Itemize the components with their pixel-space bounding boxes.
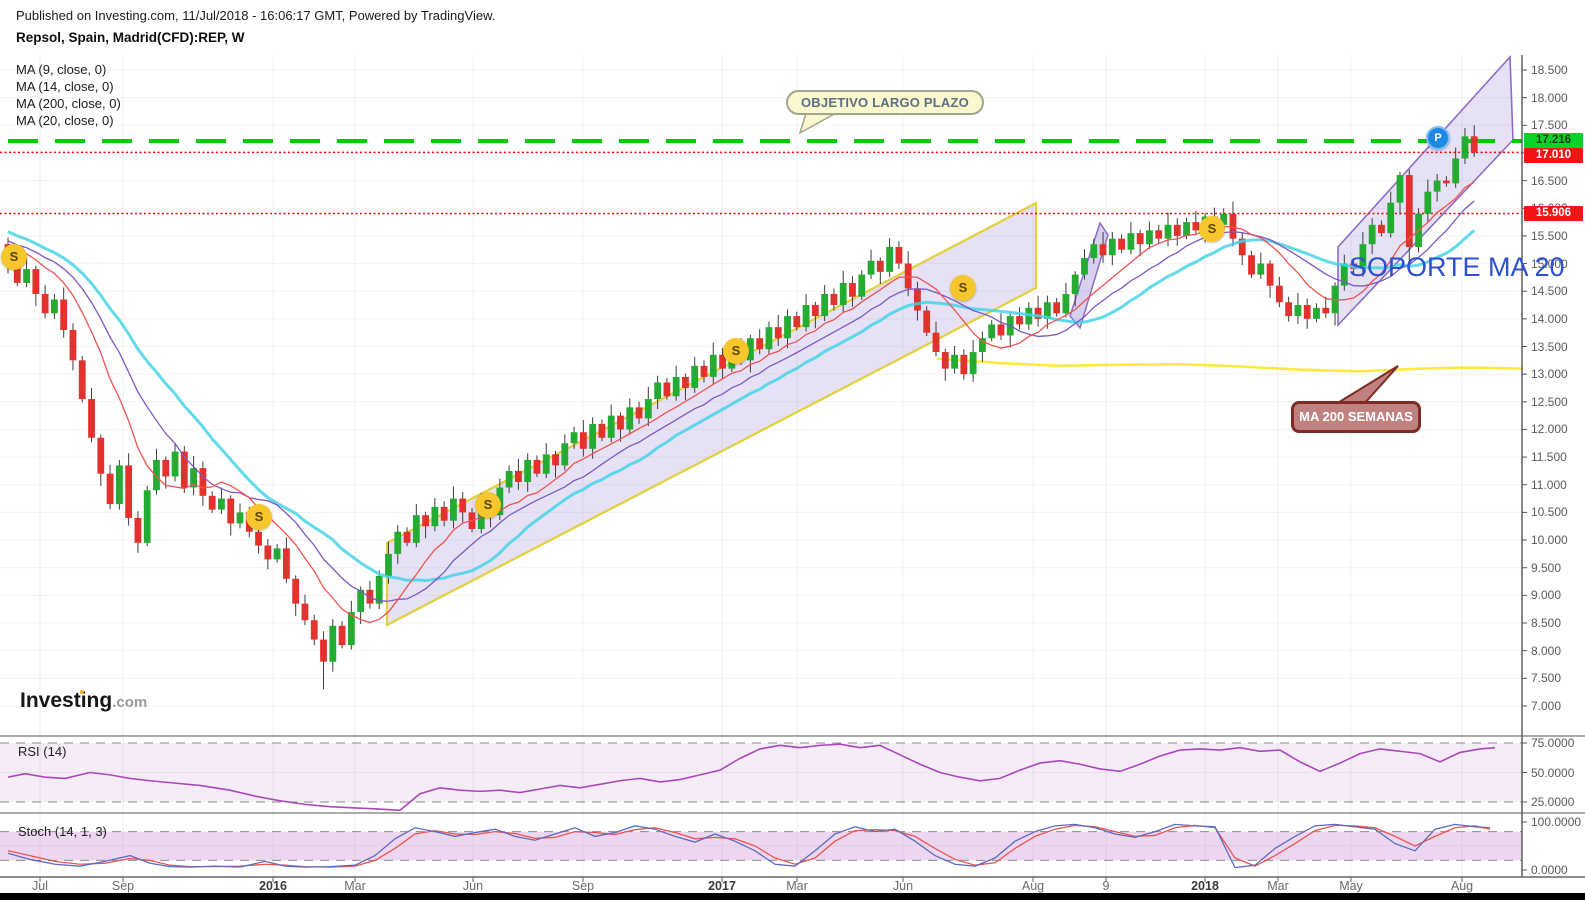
time-tick-label: Sep — [111, 879, 135, 893]
time-tick-label: 2018 — [1191, 879, 1219, 893]
time-tick-label: Jun — [892, 879, 914, 893]
objetivo-callout: OBJETIVO LARGO PLAZO — [786, 90, 984, 115]
stoch-tick-label: 100.0000 — [1531, 815, 1582, 829]
price-tick-label: 9.500 — [1531, 560, 1562, 575]
time-tick-label: Sep — [571, 879, 595, 893]
price-tick-label: 8.000 — [1531, 643, 1562, 658]
time-tick-label: 9 — [1102, 879, 1110, 893]
ma-legend-item: MA (200, close, 0) — [16, 96, 121, 111]
marker-s: S — [723, 337, 749, 364]
price-tick-label: 18.000 — [1531, 90, 1568, 105]
price-tick-label: 7.000 — [1531, 698, 1562, 713]
price-badge: 17.010 — [1524, 148, 1583, 164]
marker-s: S — [246, 503, 272, 530]
price-tick-label: 15.000 — [1531, 256, 1568, 271]
stoch-panel-label: Stoch (14, 1, 3) — [18, 824, 107, 839]
time-tick-label: May — [1339, 879, 1363, 893]
rsi-tick-label: 25.0000 — [1531, 795, 1575, 809]
published-line: Published on Investing.com, 11/Jul/2018 … — [16, 8, 496, 23]
symbol-title: Repsol, Spain, Madrid(CFD):REP, W — [16, 30, 245, 45]
brand-orange-dot-icon — [80, 690, 84, 694]
marker-s: S — [1, 243, 27, 270]
bottom-bar — [0, 893, 1585, 900]
time-tick-label: 2016 — [259, 879, 287, 893]
time-tick-label: Mar — [1267, 879, 1289, 893]
price-tick-label: 13.000 — [1531, 367, 1568, 382]
marker-s: S — [950, 275, 976, 302]
price-badge: 17.216 — [1524, 133, 1583, 148]
investing-watermark: Investing.com — [20, 689, 147, 713]
price-tick-label: 8.500 — [1531, 616, 1562, 630]
price-tick-label: 11.000 — [1531, 477, 1567, 492]
price-tick-label: 14.500 — [1531, 284, 1568, 299]
marker-p: P — [1426, 126, 1450, 151]
price-tick-label: 9.000 — [1531, 588, 1562, 603]
price-tick-label: 10.500 — [1531, 505, 1568, 520]
price-tick-label: 14.000 — [1531, 311, 1568, 326]
soporte-label: SOPORTE MA 20 — [1349, 252, 1565, 282]
stoch-tick-label: 0.0000 — [1531, 863, 1568, 877]
ma-legend-item: MA (20, close, 0) — [16, 113, 114, 128]
price-tick-label: 15.500 — [1531, 228, 1568, 243]
ma200-callout: MA 200 SEMANAS — [1291, 401, 1421, 433]
time-tick-label: Aug — [1450, 879, 1474, 893]
time-tick-label: Jun — [462, 879, 484, 893]
price-tick-label: 11.500 — [1531, 450, 1567, 465]
marker-s: S — [1199, 216, 1225, 243]
price-tick-label: 12.500 — [1531, 394, 1568, 409]
price-tick-label: 13.500 — [1531, 339, 1568, 354]
time-tick-label: 2017 — [708, 879, 736, 893]
ma-legend: MA (9, close, 0) MA (14, close, 0) MA (200… — [16, 61, 121, 129]
price-tick-label: 17.500 — [1531, 118, 1568, 133]
time-tick-label: Mar — [786, 879, 808, 893]
price-badge: 15.906 — [1524, 206, 1583, 222]
time-tick-label: Jul — [32, 879, 48, 893]
price-tick-label: 16.500 — [1531, 173, 1568, 188]
brand-text: Investing — [20, 689, 113, 712]
price-tick-label: 18.500 — [1531, 63, 1568, 77]
time-tick-label: Aug — [1021, 879, 1045, 893]
rsi-tick-label: 75.0000 — [1531, 736, 1575, 750]
ma-legend-item: MA (14, close, 0) — [16, 79, 114, 94]
marker-s: S — [475, 492, 501, 519]
price-tick-label: 12.000 — [1531, 422, 1568, 437]
time-tick-label: Mar — [344, 879, 366, 893]
brand-suffix: .com — [112, 694, 148, 711]
rsi-tick-label: 50.0000 — [1531, 765, 1575, 780]
price-tick-label: 7.500 — [1531, 671, 1562, 686]
price-tick-label: 10.000 — [1531, 533, 1568, 548]
ma-legend-item: MA (9, close, 0) — [16, 62, 107, 77]
rsi-panel-label: RSI (14) — [18, 744, 67, 759]
